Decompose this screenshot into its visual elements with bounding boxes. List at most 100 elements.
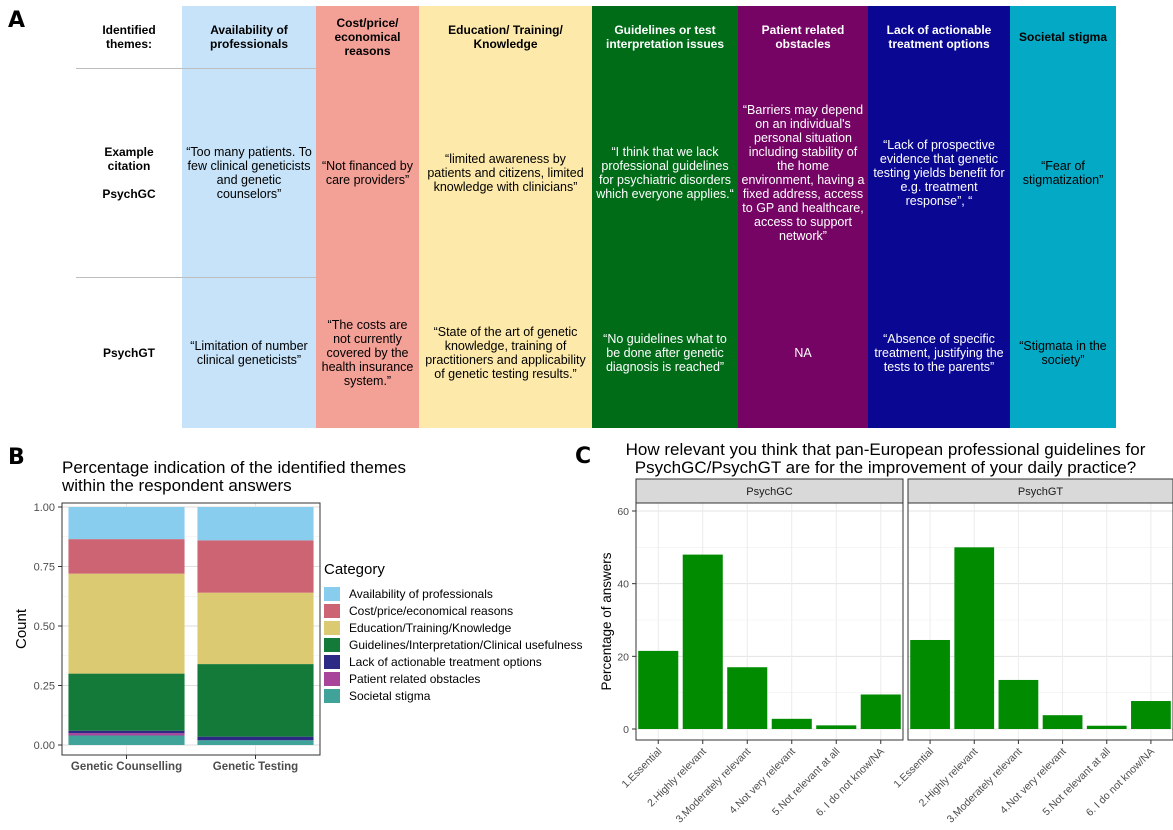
themes-header-label: Identified themes:: [76, 6, 182, 69]
plot-border: [61, 502, 321, 756]
y-tick-label: 0: [623, 724, 629, 736]
theme-cell-r1-c4: NA: [738, 277, 868, 428]
legend-item: Lack of actionable treatment options: [324, 653, 582, 670]
y-tick-label: 60: [617, 506, 629, 518]
bar: [860, 694, 901, 729]
legend-item: Cost/price/economical reasons: [324, 602, 582, 619]
panel-label-c: C: [575, 444, 592, 469]
bar-segment: [68, 539, 185, 574]
bar-segment: [197, 507, 314, 541]
legend-label: Patient related obstacles: [349, 671, 481, 686]
x-tick-label: Genetic Testing: [213, 761, 298, 773]
bar-segment: [197, 664, 314, 737]
chart-b-title-line: within the respondent answers: [62, 476, 292, 495]
legend-label: Cost/price/economical reasons: [349, 603, 514, 618]
theme-header-5: Lack of actionable treatment options: [868, 6, 1010, 69]
theme-header-3: Guidelines or test interpretation issues: [592, 6, 738, 69]
legend-swatch: [324, 620, 340, 635]
legend-label: Lack of actionable treatment options: [349, 654, 542, 669]
facet-strip: [635, 478, 904, 504]
legend-item: Guidelines/Interpretation/Clinical usefu…: [324, 636, 582, 653]
panel-label-b: B: [8, 445, 25, 470]
bar-segment: [68, 730, 185, 734]
row-label-line: citation: [107, 159, 151, 173]
row-label-line: Example: [104, 145, 154, 159]
bar: [1131, 701, 1171, 729]
themes-table: Identified themes: Availability of profes…: [76, 6, 1116, 428]
bar-segment: [68, 573, 185, 674]
theme-header-0: Availability of professionals: [182, 6, 316, 69]
theme-cell-r1-c3: “No guidelines what to be done after gen…: [592, 277, 738, 428]
y-tick-label: 0.25: [34, 681, 55, 693]
legend-swatch: [324, 688, 340, 703]
theme-cell-r1-c6: “Stigmata in the society”: [1010, 277, 1116, 428]
theme-cell-r1-c5: “Absence of specific treatment, justifyi…: [868, 277, 1010, 428]
legend-swatch: [324, 637, 340, 652]
theme-cell-r1-c1: “The costs are not currently covered by …: [316, 277, 419, 428]
chart-c-title: How relevant you think that pan-European…: [598, 441, 1173, 477]
legend-item: Education/Training/Knowledge: [324, 619, 582, 636]
theme-row-label-0: Example citation PsychGC: [76, 68, 182, 278]
row-label-line: PsychGT: [102, 346, 156, 360]
bar: [638, 650, 679, 729]
legend-title: Category: [324, 561, 385, 578]
x-tick-label: 1.Essential: [620, 746, 665, 791]
theme-cell-r0-c4: “Barriers may depend on an individual's …: [738, 68, 868, 278]
theme-header-4: Patient related obstacles: [738, 6, 868, 69]
legend-label: Guidelines/Interpretation/Clinical usefu…: [349, 637, 583, 652]
plot-border: [907, 502, 1173, 741]
y-tick-label: 0.00: [34, 740, 55, 752]
y-tick-label: 0.75: [34, 562, 55, 574]
facet-label: PsychGT: [1018, 486, 1064, 498]
chart-c-title-line: PsychGC/PsychGT are for the improvement …: [634, 458, 1137, 477]
bar: [727, 667, 768, 729]
x-tick-label: 3.Moderately relevant: [945, 746, 1025, 826]
legend-item: Availability of professionals: [324, 585, 582, 602]
theme-header-1: Cost/price/ economical reasons: [316, 6, 419, 69]
bar-segment: [197, 740, 314, 745]
y-tick-label: 1.00: [34, 502, 55, 514]
bar: [954, 547, 995, 729]
y-tick-label: 40: [617, 579, 629, 591]
theme-header-6: Societal stigma: [1010, 6, 1116, 69]
theme-row-label-1: PsychGT: [76, 277, 182, 428]
y-axis-title: Percentage of answers: [599, 552, 614, 690]
plot-border: [635, 502, 904, 741]
panel-label-a: A: [8, 8, 26, 33]
legend-swatch: [324, 654, 340, 669]
theme-cell-r0-c6: “Fear of stigmatization”: [1010, 68, 1116, 278]
chart-b-title: Percentage indication of the identified …: [62, 459, 406, 495]
theme-cell-r1-c0: “Limitation of number clinical geneticis…: [182, 277, 316, 428]
theme-cell-r0-c3: “I think that we lack professional guide…: [592, 68, 738, 278]
legend-label: Availability of professionals: [349, 586, 493, 601]
theme-cell-r0-c0: “Too many patients. To few clinical gene…: [182, 68, 316, 278]
theme-cell-r0-c2: “limited awareness by patients and citiz…: [419, 68, 592, 278]
bar-segment: [68, 673, 185, 731]
bar-segment: [68, 733, 185, 736]
x-tick-label: 1.Essential: [891, 746, 936, 791]
row-label-line: [127, 173, 130, 187]
legend-item: Patient related obstacles: [324, 670, 582, 687]
legend-swatch: [324, 671, 340, 686]
theme-cell-r1-c2: “State of the art of genetic knowledge, …: [419, 277, 592, 428]
bar: [816, 725, 857, 729]
chart-b: 0.00 0.25 0.50 0.75 1.00 Genetic Counselling G…: [13, 502, 321, 773]
facet-strip: [907, 478, 1173, 504]
theme-cell-r0-c1: “Not financed by care providers”: [316, 68, 419, 278]
facet-label: PsychGC: [746, 486, 793, 498]
legend-swatch: [324, 603, 340, 618]
bar-segment: [68, 507, 185, 540]
bar-segment: [197, 592, 314, 665]
bar: [1042, 715, 1083, 729]
legend-item: Societal stigma: [324, 687, 582, 704]
legend-label: Education/Training/Knowledge: [349, 620, 512, 635]
bar: [998, 679, 1039, 729]
theme-header-2: Education/ Training/ Knowledge: [419, 6, 592, 69]
chart-b-legend: Category Availability of professionals Co…: [324, 561, 582, 704]
row-label-line: PsychGC: [102, 187, 156, 201]
bar: [1086, 725, 1127, 729]
chart-b-title-line: Percentage indication of the identified …: [62, 458, 407, 477]
x-tick-label: Genetic Counselling: [71, 761, 182, 773]
y-axis-title: Count: [13, 608, 30, 649]
